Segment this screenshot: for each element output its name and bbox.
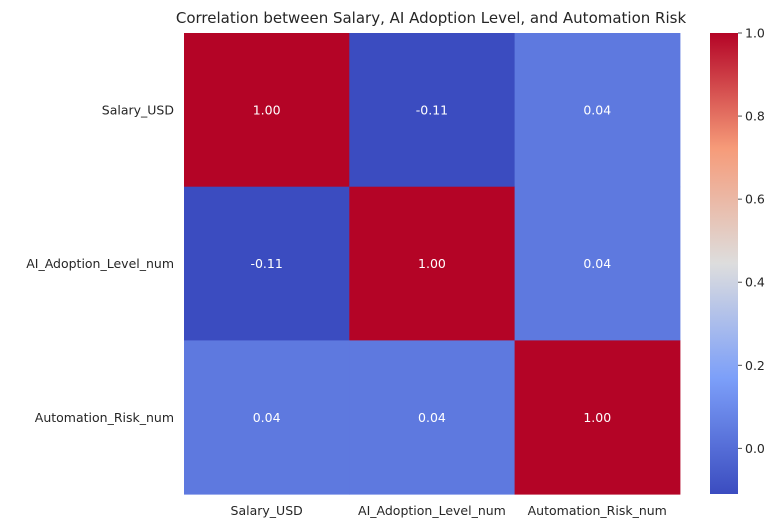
heatmap-cell-label: 1.00 bbox=[583, 410, 611, 425]
colorbar-tick-label: 0.0 bbox=[745, 441, 765, 456]
colorbar-tick-label: 0.8 bbox=[745, 109, 765, 124]
heatmap-cell bbox=[184, 340, 350, 495]
heatmap-cell-label: 0.04 bbox=[583, 102, 611, 117]
heatmap-cell-label: 0.04 bbox=[253, 410, 281, 425]
heatmap-cell-label: -0.11 bbox=[416, 102, 448, 117]
heatmap-cell bbox=[184, 186, 350, 341]
heatmap-cell-label: 1.00 bbox=[418, 256, 446, 271]
heatmap-cell bbox=[349, 340, 516, 495]
heatmap-cell bbox=[184, 33, 350, 188]
heatmap-cell bbox=[349, 33, 516, 188]
heatmap-annotations: 1.00 -0.11 0.04 -0.11 1.00 0.04 0.04 0.04 1.00 bbox=[250, 102, 611, 424]
y-axis-ticks: Salary_USD AI_Adoption_Level_num Automatio… bbox=[26, 102, 174, 424]
colorbar-tick-label: 0.4 bbox=[745, 275, 765, 290]
x-axis-ticks: Salary_USD AI_Adoption_Level_num Automatio… bbox=[231, 503, 667, 518]
y-tick-label: AI_Adoption_Level_num bbox=[26, 256, 174, 271]
heatmap-cell bbox=[514, 33, 681, 188]
heatmap-cell-label: 1.00 bbox=[253, 102, 281, 117]
heatmap-cell-label: -0.11 bbox=[250, 256, 282, 271]
x-tick-label: Automation_Risk_num bbox=[528, 503, 667, 518]
y-tick-label: Automation_Risk_num bbox=[35, 410, 174, 425]
heatmap-cell-label: 0.04 bbox=[418, 410, 446, 425]
heatmap-cell bbox=[349, 186, 516, 341]
colorbar bbox=[710, 33, 738, 494]
chart-title: Correlation between Salary, AI Adoption … bbox=[176, 9, 687, 27]
colorbar-ticks: 0.0 0.2 0.4 0.6 0.8 1.0 bbox=[738, 26, 765, 456]
x-tick-label: Salary_USD bbox=[231, 503, 303, 518]
heatmap-cell bbox=[514, 186, 681, 341]
y-tick-label: Salary_USD bbox=[102, 102, 174, 117]
x-tick-label: AI_Adoption_Level_num bbox=[358, 503, 506, 518]
colorbar-tick-label: 1.0 bbox=[745, 26, 765, 41]
heatmap-cell bbox=[514, 340, 681, 495]
colorbar-tick-label: 0.2 bbox=[745, 358, 765, 373]
heatmap-cell-label: 0.04 bbox=[583, 256, 611, 271]
colorbar-tick-label: 0.6 bbox=[745, 192, 765, 207]
heatmap-cells bbox=[184, 33, 681, 495]
